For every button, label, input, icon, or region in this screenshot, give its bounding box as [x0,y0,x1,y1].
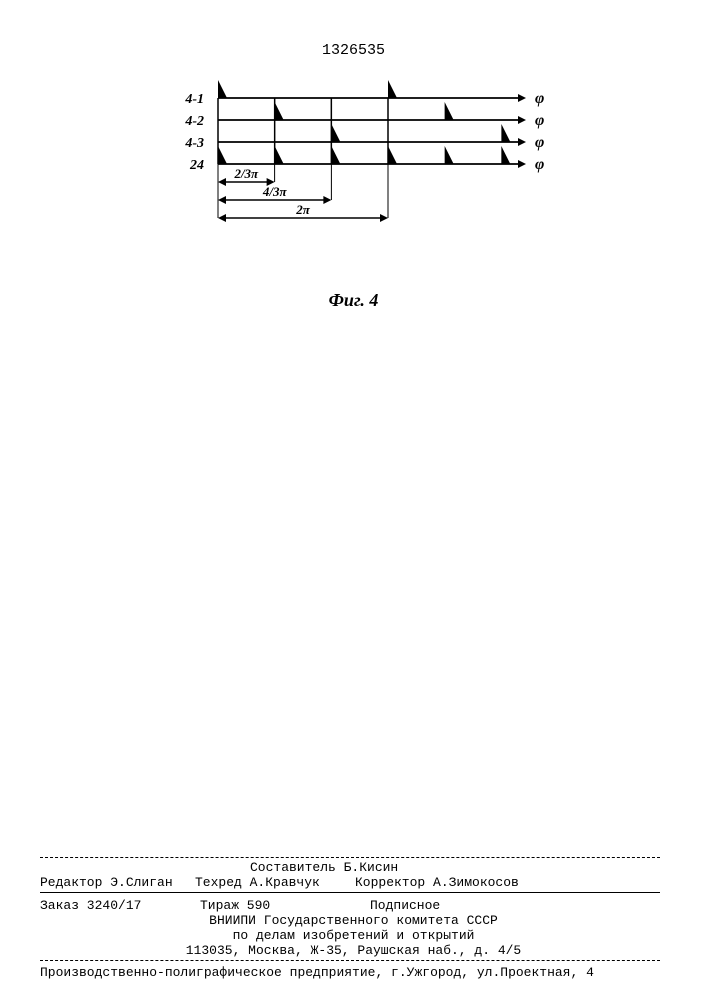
footer-compiler: Составитель Б.Кисин [250,860,398,875]
figure-label: Фиг. 4 [0,290,707,311]
svg-text:φ: φ [535,134,544,151]
svg-text:φ: φ [535,112,544,129]
footer-tirazh: Тираж 590 [200,898,270,913]
footer-editor: Редактор Э.Слиган [40,875,173,890]
footer-techred: Техред А.Кравчук [195,875,320,890]
footer-rule-1 [40,857,660,858]
timing-diagram: 4-1 φ 4-2 φ 4-3 φ 24 φ 2/3π4/3π 2π [160,76,580,306]
svg-text:4-3: 4-3 [184,136,204,151]
page: 1326535 4-1 φ 4-2 φ 4-3 φ 24 φ 2/3π4/3π 2π Фиг. 4… [0,0,707,1000]
footer-address: 113035, Москва, Ж-35, Раушская наб., д. … [0,943,707,958]
footer-corrector: Корректор А.Зимокосов [355,875,519,890]
svg-text:φ: φ [535,156,544,173]
footer-affairs: по делам изобретений и открытий [0,928,707,943]
svg-text:2π: 2π [295,202,311,217]
footer-order: Заказ 3240/17 [40,898,141,913]
footer-rule-2 [40,892,660,893]
svg-text:4/3π: 4/3π [262,184,288,199]
svg-text:4-1: 4-1 [184,92,204,107]
footer-subscr: Подписное [370,898,440,913]
footer-vniipi: ВНИИПИ Государственного комитета СССР [0,913,707,928]
footer-rule-3 [40,960,660,961]
svg-text:φ: φ [535,90,544,107]
svg-text:2/3π: 2/3π [233,166,259,181]
document-number: 1326535 [0,42,707,59]
svg-text:24: 24 [189,158,204,173]
svg-text:4-2: 4-2 [184,114,204,129]
footer-printer: Производственно-полиграфическое предприя… [40,965,594,980]
